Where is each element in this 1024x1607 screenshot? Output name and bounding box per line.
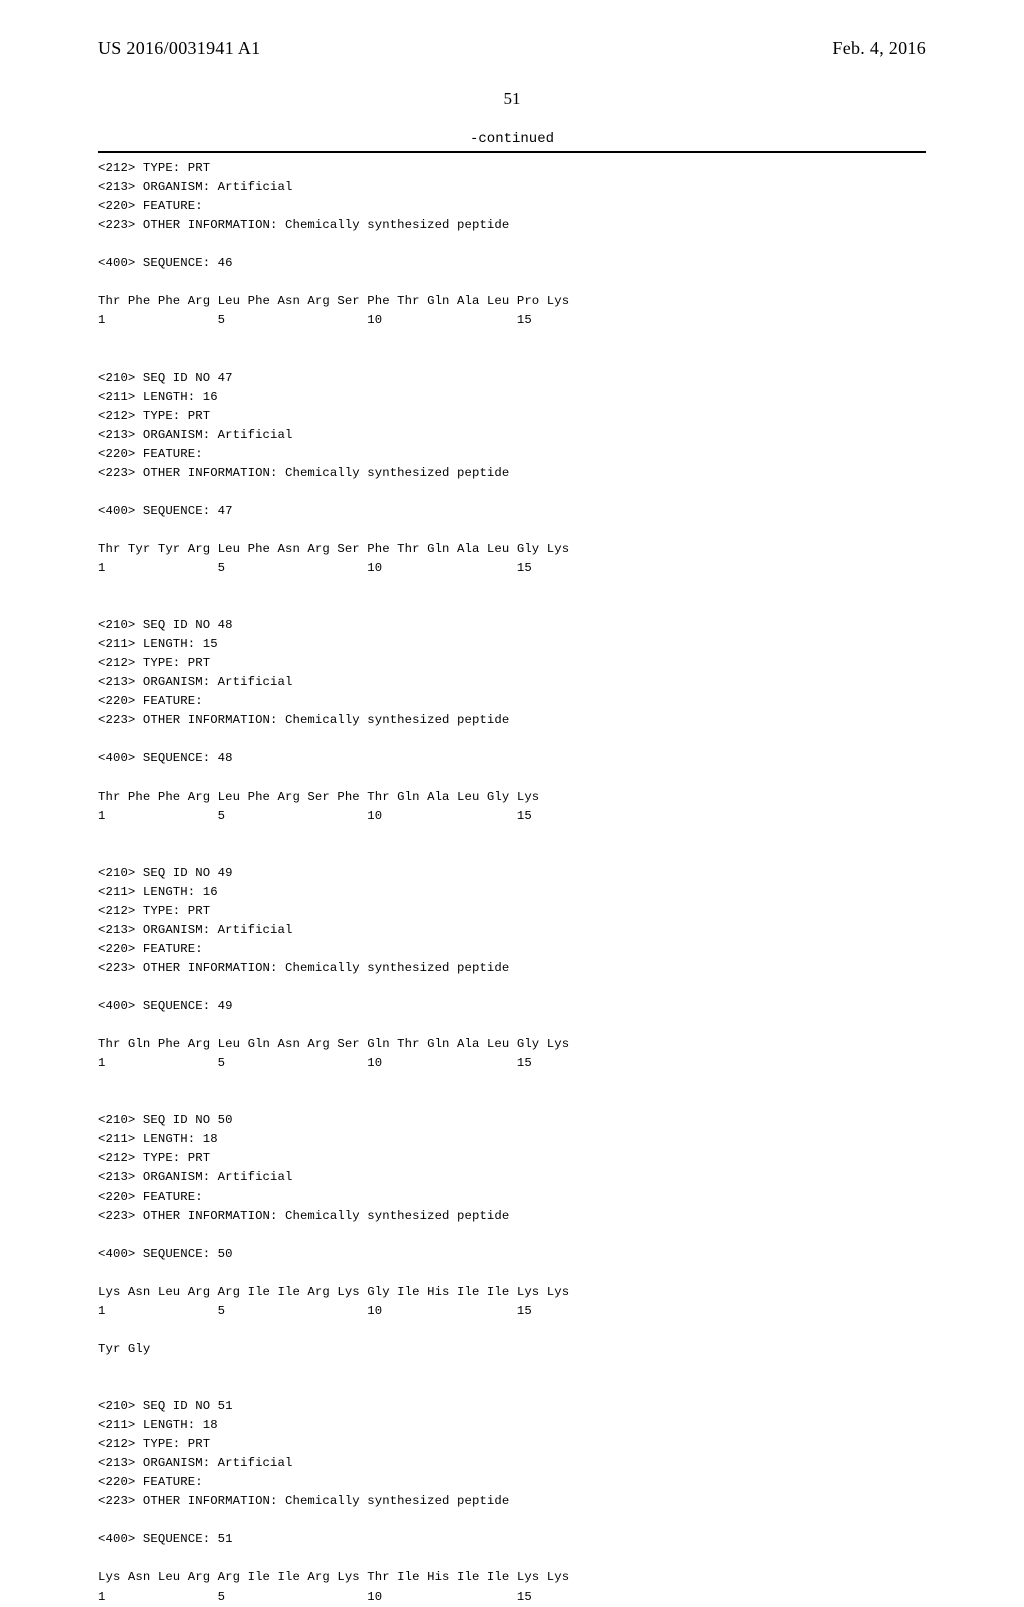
publication-date: Feb. 4, 2016 — [832, 38, 926, 59]
publication-number: US 2016/0031941 A1 — [98, 38, 260, 59]
continued-label: -continued — [98, 131, 926, 147]
page-number: 51 — [98, 89, 926, 109]
horizontal-rule — [98, 151, 926, 153]
page-container: US 2016/0031941 A1 Feb. 4, 2016 51 -cont… — [0, 0, 1024, 1320]
sequence-listing: <212> TYPE: PRT <213> ORGANISM: Artifici… — [98, 159, 926, 1607]
header-row: US 2016/0031941 A1 Feb. 4, 2016 — [98, 38, 926, 59]
